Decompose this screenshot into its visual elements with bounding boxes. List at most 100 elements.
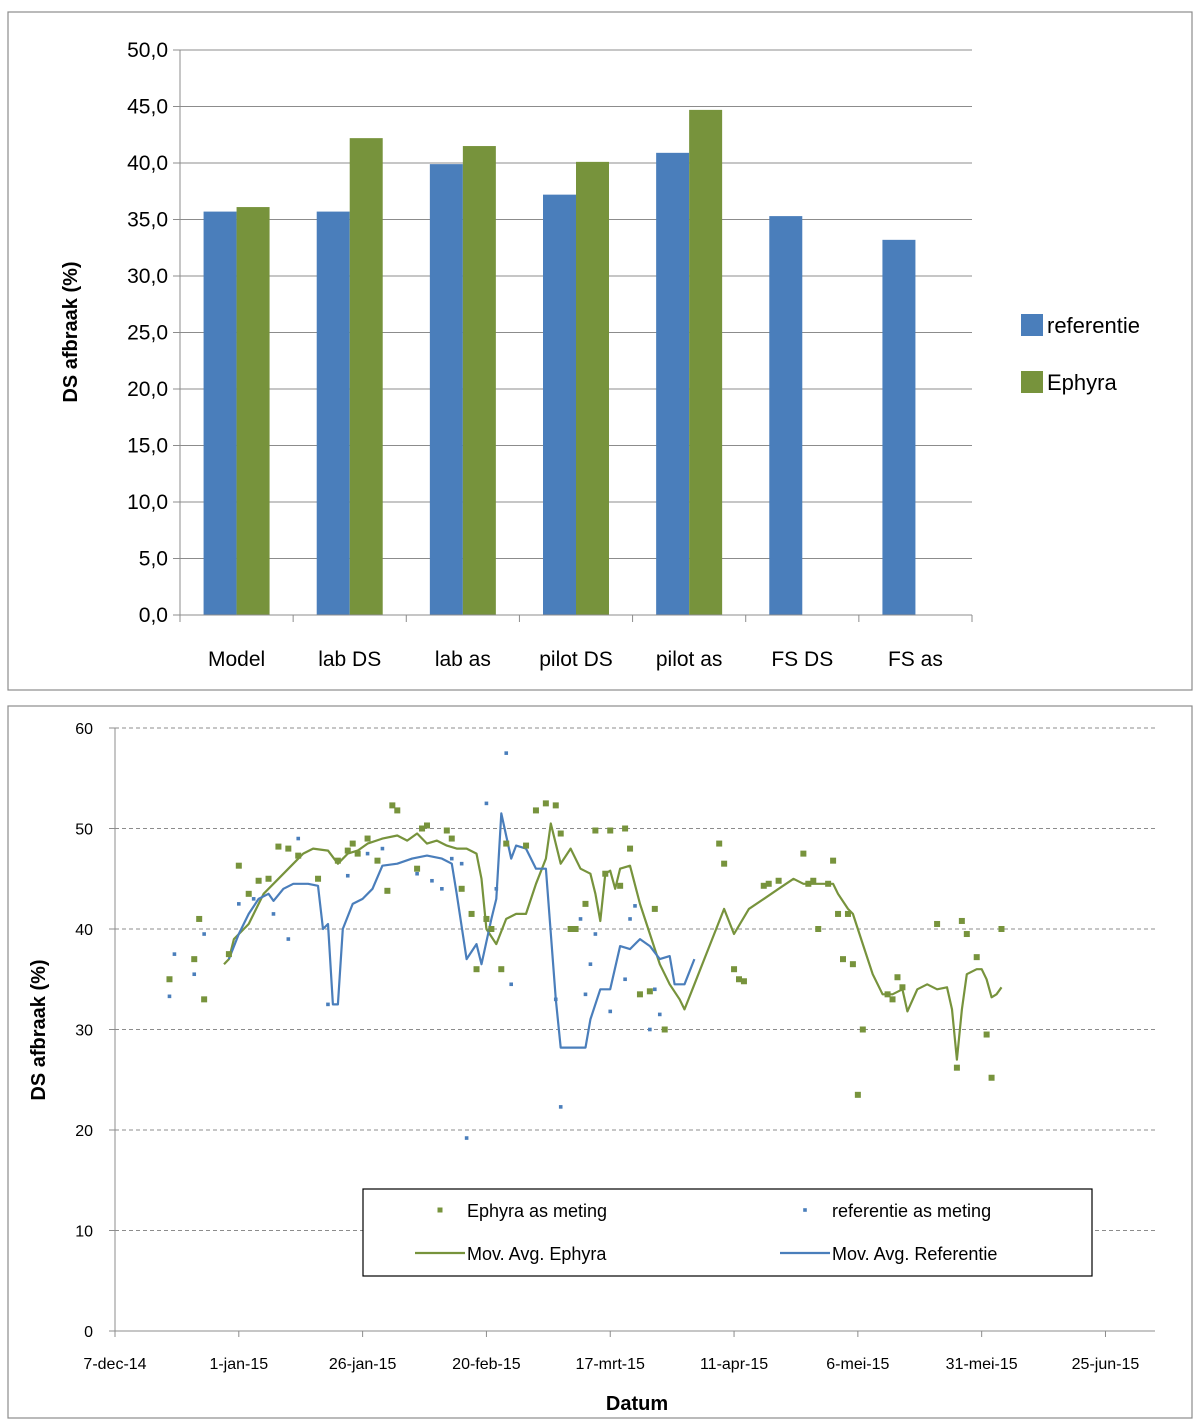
point-ephyra-as-meting [374,857,381,864]
point-ephyra-as-meting [225,951,232,958]
point-referentie-as-meting [251,897,256,901]
scatter-legend-marker-swatch [437,1207,443,1213]
point-referentie-as-meting [578,917,583,921]
scatter-x-tick-label: 6-mei-15 [826,1356,889,1373]
bar-referentie [656,152,690,615]
point-referentie-as-meting [583,992,588,997]
point-ephyra-as-meting [963,931,970,938]
point-ephyra-as-meting [988,1074,995,1081]
point-referentie-as-meting [459,861,464,866]
line-mov-avg-referentie [227,812,696,1049]
point-ephyra-as-meting [235,862,242,869]
point-ephyra-as-meting [646,988,653,995]
point-referentie-as-meting [192,972,197,977]
point-referentie-as-meting [558,1105,563,1109]
point-ephyra-as-meting [542,800,549,807]
bar-x-tick-label: lab DS [318,648,381,671]
scatter-y-tick-label: 20 [75,1123,93,1140]
point-referentie-as-meting [167,994,172,999]
point-ephyra-as-meting [617,882,624,889]
scatter-x-tick-label: 1-jan-15 [209,1356,268,1373]
point-referentie-as-meting [326,1002,330,1007]
point-referentie-as-meting [484,801,489,806]
scatter-legend-label: Ephyra as meting [467,1201,607,1221]
point-ephyra-as-meting [884,991,891,998]
bar-ephyra [462,146,496,616]
bar-y-axis-title: DS afbraak (%) [60,261,82,402]
point-ephyra-as-meting [424,822,430,829]
point-ephyra-as-meting [983,1031,990,1038]
point-ephyra-as-meting [245,890,252,897]
point-referentie-as-meting [464,1136,469,1140]
point-ephyra-as-meting [740,978,747,985]
bar-referentie [882,239,916,615]
bar-y-tick-label: 35,0 [127,209,168,232]
point-ephyra-as-meting [953,1064,960,1071]
point-ephyra-as-meting [567,926,574,932]
point-referentie-as-meting [440,887,444,891]
bar-referentie [203,211,237,615]
point-referentie-as-meting [653,987,657,992]
line-mov-avg-ephyra [223,822,1003,1061]
scatter-x-tick-label: 7-dec-14 [83,1356,146,1373]
point-referentie-as-meting [633,904,637,908]
scatter-y-tick-label: 50 [75,822,93,839]
point-referentie-as-meting [657,1012,662,1017]
bar-x-tick-label: FS as [888,648,943,671]
point-ephyra-as-meting [622,825,629,832]
scatter-x-tick-label: 25-jun-15 [1072,1356,1140,1373]
bar-y-tick-label: 40,0 [127,152,168,175]
scatter-x-tick-label: 17-mrt-15 [576,1356,645,1373]
point-ephyra-as-meting [384,887,391,894]
point-ephyra-as-meting [958,917,965,924]
point-ephyra-as-meting [775,877,782,884]
point-ephyra-as-meting [334,857,341,864]
point-referentie-as-meting [509,982,513,987]
point-referentie-as-meting [593,932,598,936]
point-ephyra-as-meting [859,1026,866,1033]
point-ephyra-as-meting [572,926,579,932]
point-ephyra-as-meting [443,827,450,834]
bar-referentie [543,194,576,615]
scatter-chart-frame [7,705,1193,1419]
point-referentie-as-meting [415,871,419,876]
point-ephyra-as-meting [419,825,426,832]
point-referentie-as-meting [449,856,454,861]
point-ephyra-as-meting [849,961,856,968]
bar-y-tick-label: 0,0 [139,604,168,627]
point-referentie-as-meting [430,878,434,883]
point-ephyra-as-meting [716,840,723,847]
point-ephyra-as-meting [810,877,817,884]
scatter-chart: 0 10 20 30 40 50 60 7-dec-14 1-jan-15 26-jan-15 2… [7,705,1193,1419]
point-ephyra-as-meting [651,905,658,912]
point-ephyra-as-meting [552,802,559,809]
scatter-y-axis-title: DS afbraak (%) [28,959,50,1100]
point-ephyra-as-meting [607,827,614,834]
point-ephyra-as-meting [627,845,634,852]
point-ephyra-as-meting [364,835,371,842]
scatter-y-tick-label: 40 [75,922,93,939]
point-ephyra-as-meting [255,877,262,884]
bar-referentie [429,164,463,615]
point-ephyra-as-meting [825,880,832,887]
point-referentie-as-meting [648,1027,652,1032]
bar-y-tick-label: 15,0 [127,435,168,458]
point-ephyra-as-meting [731,966,738,973]
point-ephyra-as-meting [196,915,203,922]
bar-y-tick-label: 5,0 [139,548,168,571]
point-ephyra-as-meting [201,996,208,1003]
point-ephyra-as-meting [354,850,361,857]
scatter-legend-label: referentie as meting [832,1201,991,1221]
point-referentie-as-meting [237,902,241,906]
bar-x-tick-label: pilot DS [539,648,613,671]
point-ephyra-as-meting [721,860,728,867]
point-ephyra-as-meting [889,996,896,1003]
point-ephyra-as-meting [523,842,530,849]
point-ephyra-as-meting [448,835,455,842]
point-ephyra-as-meting [191,956,198,963]
point-ephyra-as-meting [934,920,941,927]
point-ephyra-as-meting [835,910,842,917]
point-ephyra-as-meting [736,976,742,983]
point-ephyra-as-meting [815,926,822,932]
point-ephyra-as-meting [854,1091,861,1098]
